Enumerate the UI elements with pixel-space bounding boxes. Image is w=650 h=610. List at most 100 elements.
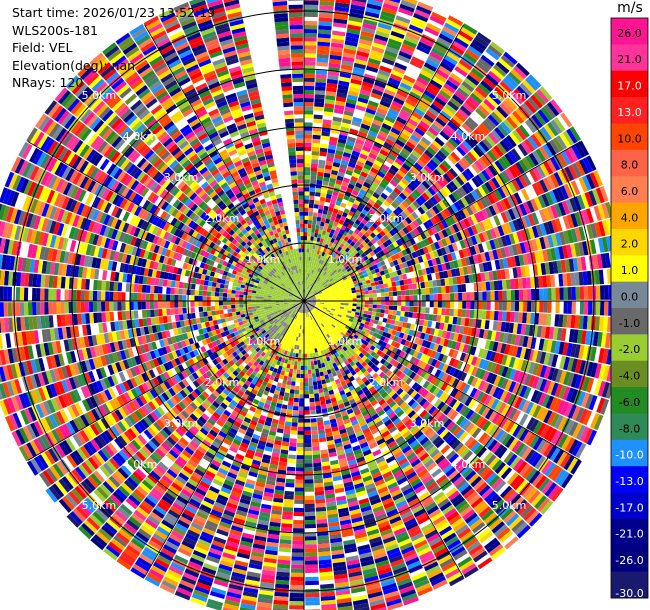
- range-gate: [337, 84, 349, 91]
- range-gate: [290, 584, 304, 590]
- range-gate: [470, 497, 484, 509]
- range-gate: [484, 339, 491, 350]
- range-gate: [330, 251, 335, 257]
- range-gate: [439, 188, 449, 198]
- range-gate: [311, 296, 316, 299]
- range-gate: [363, 310, 369, 315]
- range-gate: [305, 552, 318, 557]
- range-gate: [574, 227, 582, 242]
- range-gate: [504, 322, 510, 333]
- range-gate: [313, 118, 323, 124]
- range-gate: [331, 305, 337, 308]
- range-gate: [427, 259, 434, 267]
- range-gate: [382, 331, 388, 337]
- range-gate: [539, 179, 549, 193]
- range-gate: [441, 263, 447, 271]
- range-gate: [304, 167, 311, 172]
- range-gate: [308, 301, 313, 303]
- range-gate: [353, 62, 367, 70]
- range-gate: [291, 377, 296, 382]
- range-gate: [495, 429, 505, 441]
- range-gate: [409, 230, 417, 238]
- range-gate: [342, 152, 352, 158]
- range-gate: [385, 138, 395, 146]
- range-gate: [326, 189, 333, 195]
- range-gate: [569, 197, 578, 212]
- range-gate: [578, 177, 588, 193]
- range-gate: [353, 186, 361, 193]
- range-gate: [554, 341, 561, 354]
- range-gate: [474, 223, 482, 234]
- range-gate: [514, 278, 519, 290]
- range-gate: [368, 170, 377, 178]
- range-gate: [401, 219, 409, 227]
- range-gate: [404, 159, 414, 168]
- range-gate: [382, 278, 388, 284]
- range-gate: [309, 291, 313, 296]
- range-gate: [363, 141, 373, 149]
- range-gate: [307, 260, 311, 265]
- range-gate: [496, 321, 502, 332]
- range-gate: [308, 277, 311, 282]
- range-gate: [543, 443, 554, 457]
- range-gate: [372, 192, 380, 199]
- range-gate: [340, 343, 345, 349]
- range-gate: [534, 111, 547, 126]
- range-gate: [348, 86, 360, 93]
- range-gate: [343, 194, 350, 201]
- range-gate: [377, 378, 385, 386]
- range-gate: [307, 303, 311, 307]
- range-gate: [304, 357, 308, 362]
- range-gate: [391, 281, 397, 287]
- range-gate: [417, 1, 434, 12]
- range-gate: [405, 98, 417, 108]
- range-gate: [306, 256, 309, 261]
- range-gate: [480, 80, 494, 92]
- range-gate: [406, 240, 413, 248]
- range-gate: [402, 234, 410, 242]
- range-gate: [482, 138, 493, 150]
- range-gate: [448, 453, 459, 464]
- range-gate: [471, 427, 482, 439]
- range-gate: [543, 235, 550, 249]
- range-gate: [460, 317, 466, 326]
- range-gate: [395, 331, 401, 337]
- range-gate: [583, 286, 589, 300]
- range-gate: [481, 169, 491, 181]
- range-gate: [518, 301, 524, 312]
- range-gate: [283, 396, 289, 402]
- range-gate: [485, 383, 494, 395]
- range-gate: [509, 113, 521, 127]
- range-gate: [463, 353, 470, 363]
- range-gate: [319, 304, 324, 307]
- range-gate: [368, 386, 376, 393]
- range-gate: [436, 344, 443, 353]
- range-gate: [364, 276, 370, 281]
- range-gate: [345, 32, 360, 39]
- range-gate: [347, 320, 353, 325]
- range-gate: [350, 175, 358, 183]
- range-gate: [571, 441, 583, 457]
- range-gate: [448, 244, 455, 253]
- range-gate: [289, 438, 297, 443]
- range-gate: [369, 318, 375, 324]
- range-gate: [380, 260, 386, 266]
- range-gate: [416, 5, 432, 15]
- range-gate: [432, 120, 444, 130]
- range-gate: [364, 358, 371, 364]
- range-gate: [322, 289, 327, 293]
- range-gate: [426, 244, 433, 253]
- range-gate: [448, 234, 456, 244]
- range-gate: [422, 412, 431, 422]
- range-gate: [338, 219, 345, 225]
- range-gate: [602, 348, 609, 364]
- range-gate: [463, 154, 474, 165]
- range-gate: [344, 354, 350, 360]
- range-gate: [318, 159, 326, 165]
- range-gate: [334, 154, 343, 160]
- range-gate: [522, 277, 527, 289]
- range-gate: [402, 375, 410, 383]
- range-gate: [313, 389, 319, 394]
- range-gate: [570, 459, 582, 475]
- range-gate: [438, 163, 449, 173]
